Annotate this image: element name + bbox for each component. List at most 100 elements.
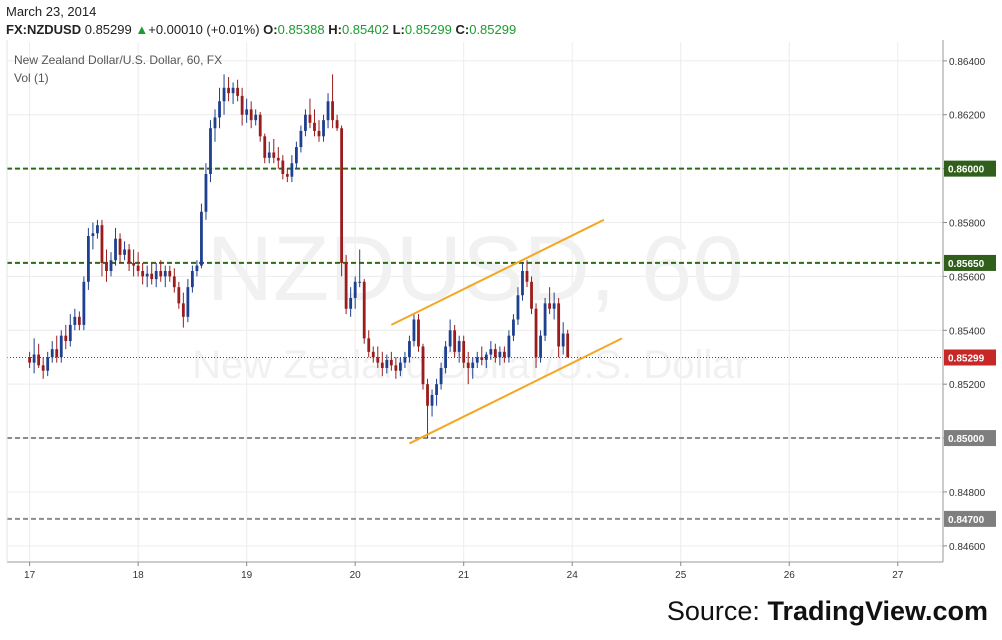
chart-subtitle: Vol (1) xyxy=(14,71,49,85)
candle-up xyxy=(552,303,556,309)
y-axis: 0.86400 0.86200 0.86000 0.85800 0.85600 0.854… xyxy=(943,57,996,553)
candle-up xyxy=(543,303,547,336)
low-label: L: xyxy=(392,22,405,37)
candle-down xyxy=(249,109,253,121)
chart-area[interactable]: NZDUSD, 60 New Zealand Dollar/U.S. Dolla… xyxy=(0,0,1002,600)
candle-down xyxy=(317,130,321,137)
candle-up xyxy=(475,357,479,363)
candle-up xyxy=(204,174,208,212)
candle-up xyxy=(73,316,77,325)
candle-up xyxy=(457,341,461,352)
candle-down xyxy=(394,365,398,371)
x-tick-label: 27 xyxy=(892,570,904,581)
candle-down xyxy=(362,281,366,339)
candle-down xyxy=(566,333,570,358)
candle-down xyxy=(502,351,506,358)
channel-trend-line xyxy=(408,337,623,445)
candle-up xyxy=(385,359,389,369)
candle-up xyxy=(123,249,126,255)
level-price-label: 0.85000 xyxy=(948,434,985,445)
candle-down xyxy=(389,359,393,366)
source-label: Source: xyxy=(666,596,760,626)
candle-up xyxy=(507,335,511,358)
x-tick-label: 18 xyxy=(133,570,145,581)
candle-up xyxy=(448,330,452,347)
candle-up xyxy=(82,281,86,325)
candle-up xyxy=(46,357,50,371)
level-price-tag xyxy=(944,510,996,527)
level-price-tag xyxy=(944,254,996,271)
level-price-tag xyxy=(944,160,996,177)
candle-down xyxy=(557,303,561,347)
candle-down xyxy=(371,351,375,358)
candle-up xyxy=(358,281,362,283)
candle-down xyxy=(340,128,344,263)
candle-down xyxy=(380,362,384,369)
y-tick-label: 0.86200 xyxy=(949,111,986,122)
candle-up xyxy=(50,349,54,358)
candle-down xyxy=(281,160,285,175)
candle-down xyxy=(480,357,484,360)
candle-up xyxy=(59,335,63,358)
watermark: NZDUSD, 60 New Zealand Dollar/U.S. Dolla… xyxy=(192,218,748,387)
candle-down xyxy=(263,136,267,158)
candle-up xyxy=(512,319,515,336)
candle-down xyxy=(37,354,41,366)
horizontal-levels xyxy=(7,167,943,520)
candle-up xyxy=(294,147,298,164)
x-axis: 17 18 19 20 21 24 25 26 27 xyxy=(24,562,904,581)
price-chart[interactable]: NZDUSD, 60 New Zealand Dollar/U.S. Dolla… xyxy=(0,0,1002,600)
candle-down xyxy=(493,349,497,358)
candle-up xyxy=(471,362,475,369)
candle-up xyxy=(222,87,226,102)
candle-up xyxy=(561,333,565,347)
source-credit: Source: TradingView.com xyxy=(667,596,988,627)
up-arrow-icon: ▲ xyxy=(135,22,149,37)
symbol-label[interactable]: FX:NZDUSD xyxy=(6,22,82,37)
y-tick-label: 0.84800 xyxy=(949,488,986,499)
candle-up xyxy=(109,260,113,272)
candle-down xyxy=(335,120,339,129)
y-tick-label: 0.84600 xyxy=(949,542,986,553)
candle-up xyxy=(539,335,542,358)
candle-up xyxy=(163,271,167,277)
candle-up xyxy=(186,287,190,317)
candle-down xyxy=(530,281,533,309)
candle-up xyxy=(484,354,488,360)
candle-up xyxy=(326,101,330,121)
candle-up xyxy=(439,368,443,385)
candle-up xyxy=(498,351,502,358)
close-label: C: xyxy=(455,22,470,37)
open-value: 0.85388 xyxy=(277,22,325,37)
candle-down xyxy=(127,249,131,263)
x-tick-label: 19 xyxy=(241,570,253,581)
candle-up xyxy=(231,87,235,94)
candle-down xyxy=(28,357,32,363)
plot-frame xyxy=(6,40,944,563)
last-price-label: 0.85299 xyxy=(948,354,985,365)
candle-up xyxy=(91,233,95,236)
candle-up xyxy=(96,225,99,234)
candle-down xyxy=(308,114,312,123)
x-tick-label: 20 xyxy=(350,570,362,581)
candle-down xyxy=(534,308,538,358)
candle-down xyxy=(105,262,108,272)
source-name[interactable]: TradingView.com xyxy=(767,596,988,626)
candle-down xyxy=(462,341,466,363)
candle-up xyxy=(349,297,353,309)
candle-up xyxy=(435,384,438,395)
candle-down xyxy=(421,346,425,385)
candle-down xyxy=(64,335,68,342)
level-price-label: 0.86000 xyxy=(948,165,985,176)
low-value: 0.85299 xyxy=(404,22,452,37)
y-tick-label: 0.85800 xyxy=(949,219,986,230)
candle-down xyxy=(150,273,154,280)
candle-up xyxy=(521,271,524,296)
candle-down xyxy=(285,174,289,177)
candle-down xyxy=(118,238,122,255)
candle-up xyxy=(353,281,357,298)
candle-down xyxy=(77,316,81,325)
candle-down xyxy=(367,338,371,352)
x-tick-label: 26 xyxy=(784,570,796,581)
candles xyxy=(28,74,570,439)
